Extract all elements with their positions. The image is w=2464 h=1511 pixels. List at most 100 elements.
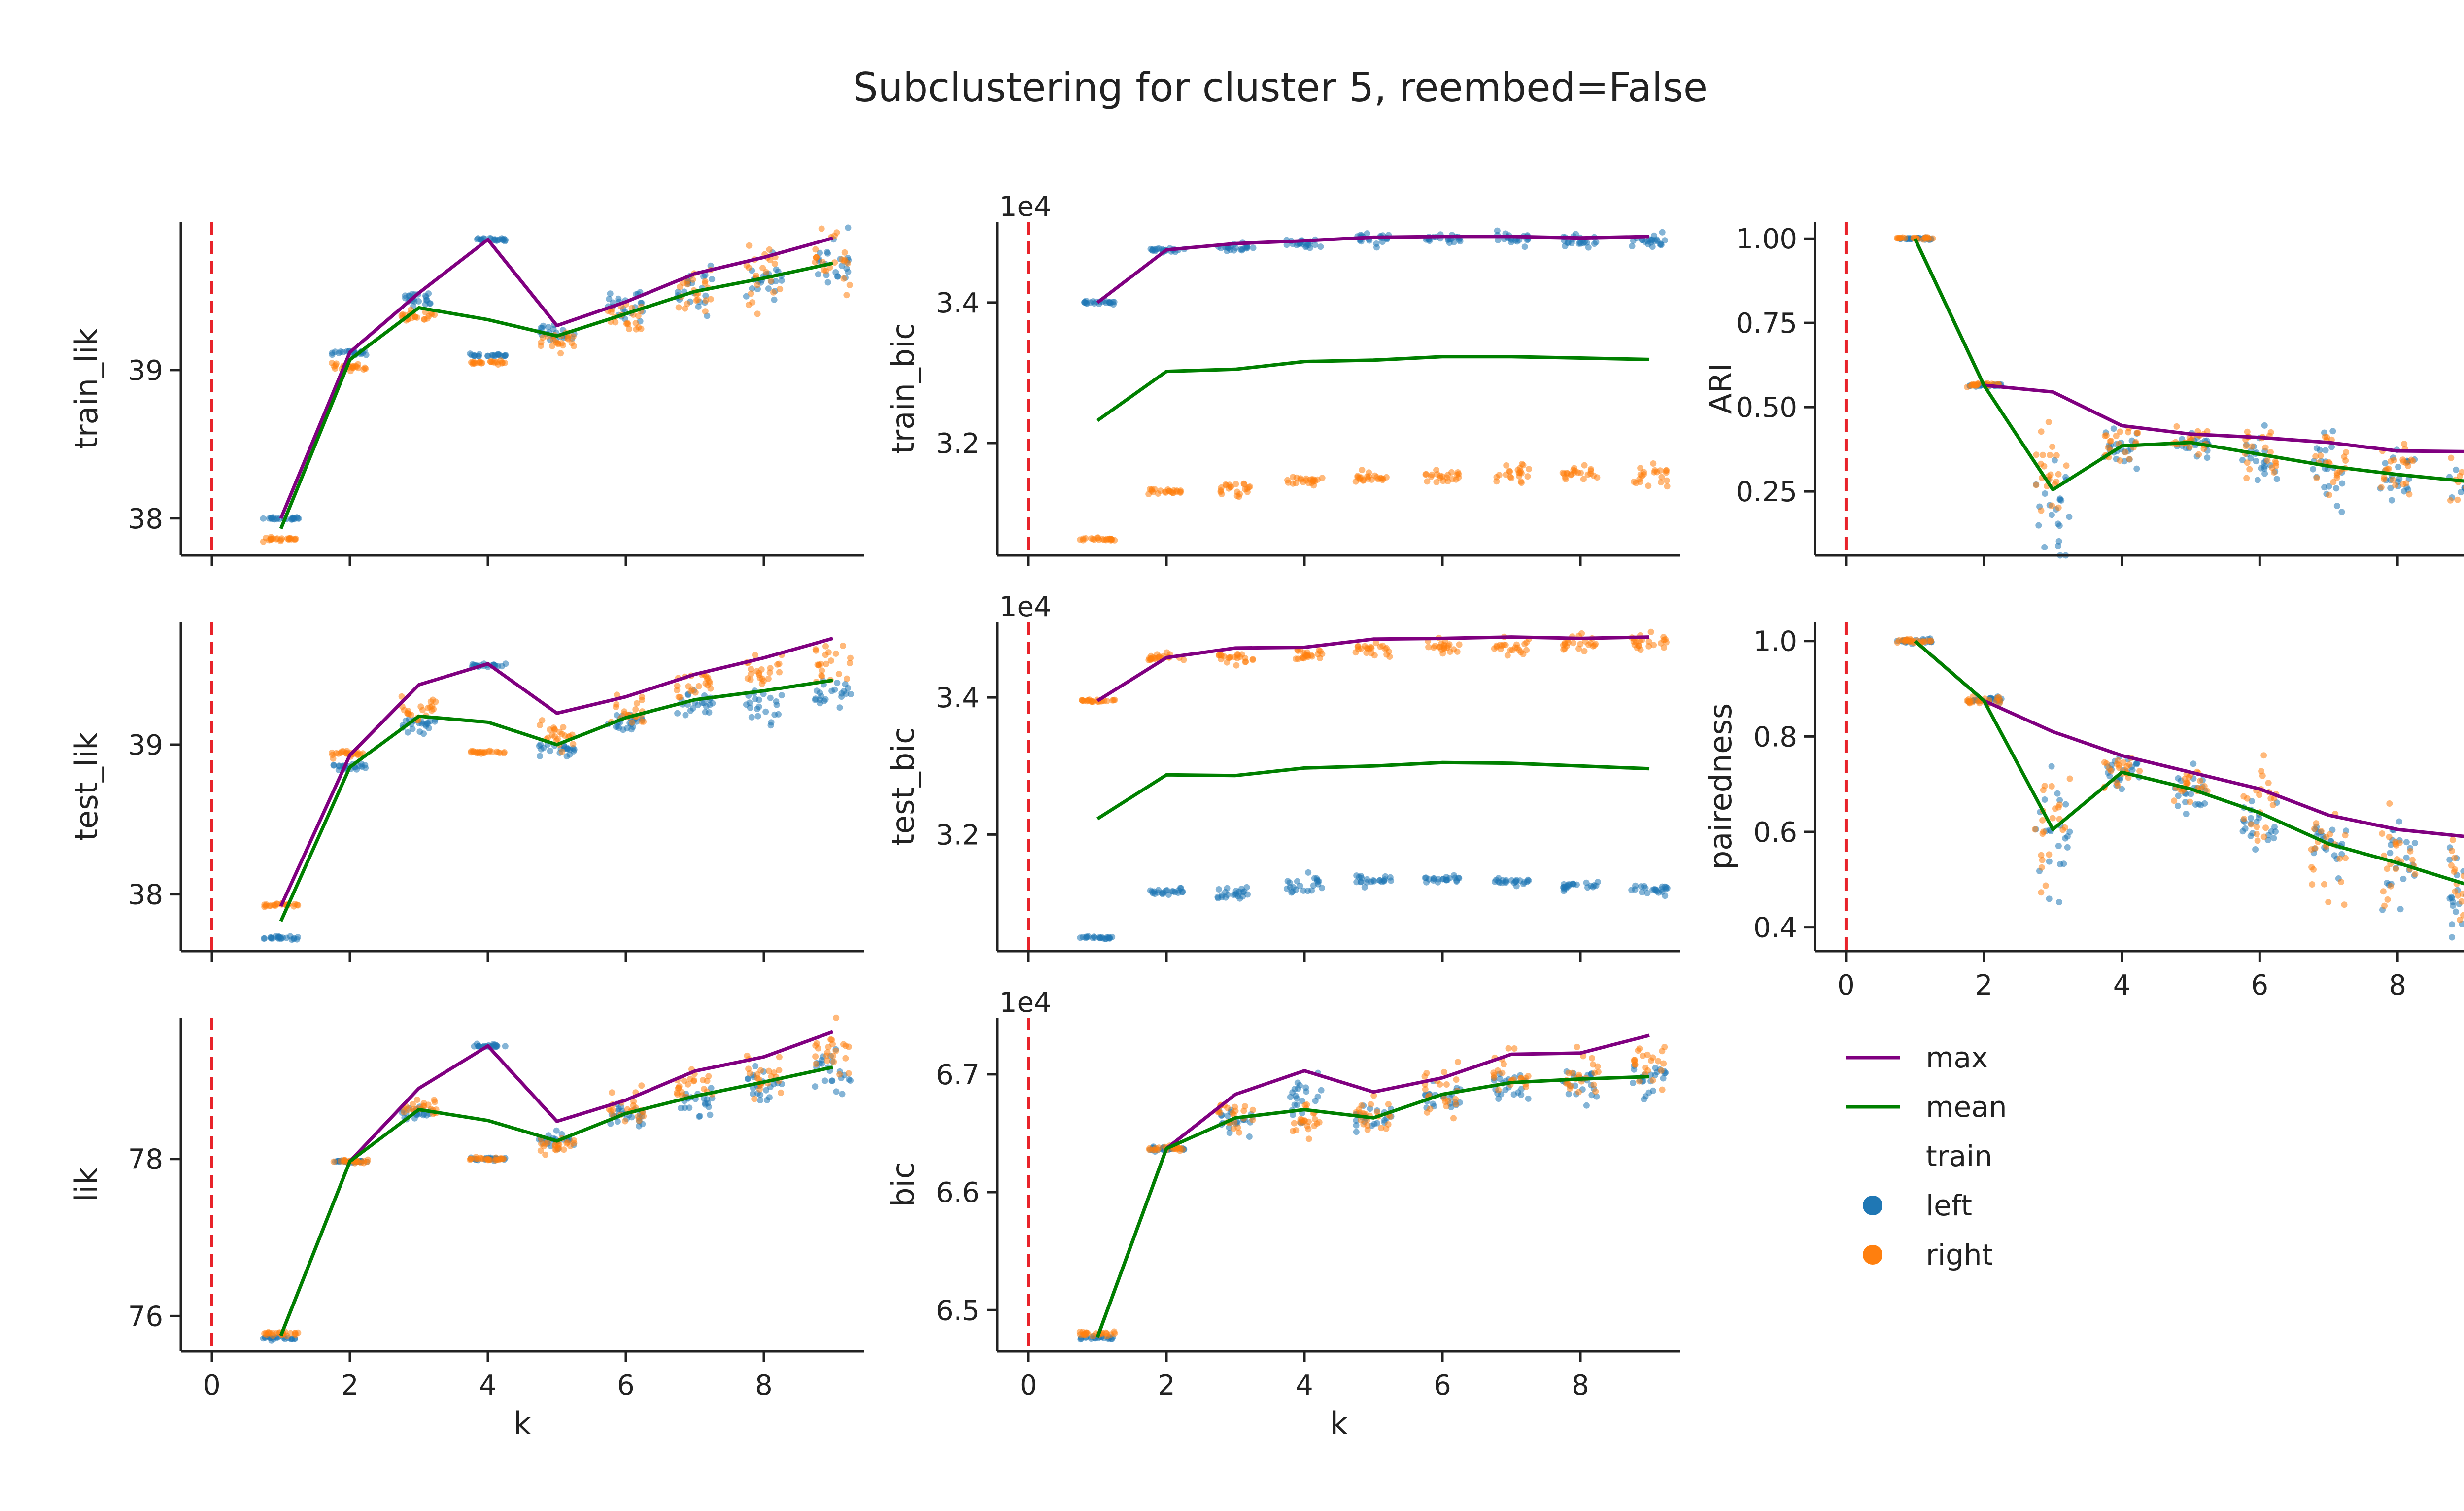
test_lik-left-point <box>616 724 622 731</box>
paired-left-point <box>2197 802 2204 809</box>
bic-left-point <box>1583 1102 1590 1109</box>
test_lik-right-point <box>674 687 681 693</box>
test_bic-right-point <box>1513 641 1520 648</box>
paired-right-point <box>2451 855 2458 861</box>
test_bic-left-point <box>1520 881 1527 887</box>
ARI-right-point <box>2243 443 2250 449</box>
test_lik-left-point <box>768 719 775 726</box>
ARI-left-point <box>2239 457 2246 463</box>
test_lik-right-point <box>614 691 620 698</box>
ARI-right-point <box>2047 471 2054 478</box>
paired-right-point <box>2341 901 2348 908</box>
test_lik-right-point <box>747 676 754 683</box>
bic-left-point <box>1287 1094 1294 1100</box>
test_lik-right-point <box>482 749 489 756</box>
train_bic-right-point <box>1657 467 1664 474</box>
train_lik-right-point <box>355 365 362 372</box>
ARI-y-tick-label: 0.50 <box>1736 392 1797 424</box>
train_bic-mean-line <box>1096 355 1650 422</box>
test_bic-left-point <box>1525 877 1532 884</box>
test_lik-left-point <box>831 686 838 693</box>
train_lik-left-point <box>702 292 709 299</box>
paired-x-tick-label: 6 <box>2251 969 2269 1001</box>
ARI-left-point <box>2035 522 2042 529</box>
bic-right-point <box>1291 1120 1298 1127</box>
test_bic-left-point <box>1574 881 1580 888</box>
paired-right-point <box>2342 855 2349 861</box>
ARI-right-point <box>2249 443 2256 450</box>
test_lik-left-point <box>709 700 716 707</box>
paired-left-point <box>2062 835 2069 842</box>
test_bic-left-point <box>1512 878 1519 885</box>
paired-right-point <box>2197 777 2203 784</box>
lik-left-point <box>812 1083 819 1090</box>
ARI-right-point <box>2055 504 2062 511</box>
bic-right-point <box>1421 1073 1428 1080</box>
paired-right-point <box>2407 848 2414 855</box>
lik-right-point <box>431 1097 438 1103</box>
bic-left-point <box>1448 1103 1455 1110</box>
test_lik-right-point <box>330 755 337 762</box>
ARI-left-point <box>2453 466 2460 473</box>
train_bic-left-point <box>1521 243 1528 250</box>
paired-right-point <box>2455 892 2461 899</box>
paired-right-point <box>2458 898 2464 905</box>
paired-right-point <box>2253 830 2260 837</box>
lik-x-tick-label: 4 <box>479 1370 497 1402</box>
paired-left-point <box>2041 796 2048 803</box>
train_bic-right-point <box>1572 467 1578 474</box>
ARI-right-point <box>2117 428 2123 435</box>
train_lik-left-point <box>845 224 852 231</box>
bic-y-tick-label: 6.6 <box>936 1177 980 1209</box>
bic-left-point <box>1660 1075 1667 1082</box>
bic-left-point <box>1226 1130 1233 1136</box>
train_lik-right-point <box>767 277 774 284</box>
paired-right-point <box>2066 775 2073 782</box>
lik-right-point <box>746 1070 753 1077</box>
train_lik-right-point <box>840 275 847 282</box>
train_lik-right-point <box>329 360 336 367</box>
bic-right-point <box>1360 1121 1367 1128</box>
lik-left-point <box>829 1077 836 1084</box>
train_bic-left-point <box>1450 239 1457 245</box>
ARI-left-point <box>2066 514 2073 520</box>
test_bic-left-point <box>1179 889 1186 895</box>
train_bic-right-point <box>1310 478 1317 485</box>
lik-left-point <box>766 1094 773 1101</box>
train_lik-right-point <box>694 296 701 303</box>
test_bic-right-point <box>1645 638 1652 645</box>
lik-right-point <box>478 1155 485 1162</box>
paired-right-point <box>2412 871 2419 878</box>
test_lik-left-point <box>754 713 761 720</box>
train_bic-right-point <box>1580 476 1587 482</box>
test_bic-left-point <box>1361 884 1368 891</box>
train_bic-left-point <box>1111 299 1118 306</box>
train_bic-left-point <box>1580 240 1587 247</box>
train_lik-right-point <box>777 286 784 293</box>
train_lik-right-point <box>754 310 761 317</box>
train_lik-left-point <box>709 276 716 283</box>
test_lik-left-point <box>812 695 819 702</box>
paired-right-point <box>2136 768 2143 774</box>
test_lik-right-point <box>776 669 783 676</box>
legend-mean-label: mean <box>1926 1090 2007 1124</box>
test_lik-left-point <box>547 748 553 755</box>
ARI-left-point <box>2254 477 2261 483</box>
bic-right-point <box>1364 1127 1371 1133</box>
lik-right-point <box>537 1147 544 1154</box>
test_bic-right-point <box>1444 644 1451 651</box>
test_lik-left-point <box>404 729 411 736</box>
paired-left-point <box>2183 811 2190 817</box>
test_bic-left-point <box>1591 882 1598 889</box>
paired-right-point <box>2380 888 2387 895</box>
test_bic-right-point <box>1372 640 1379 647</box>
train_lik-right-point <box>635 312 642 319</box>
train_bic-right-point <box>1493 478 1500 485</box>
paired-right-point <box>1902 637 1909 644</box>
bic-right-point <box>1083 1329 1090 1336</box>
paired-right-point <box>2240 793 2247 800</box>
bic-right-point <box>1378 1125 1385 1132</box>
paired-left-point <box>2396 818 2402 825</box>
ARI-right-point <box>2406 491 2413 498</box>
paired-right-point <box>2386 800 2393 807</box>
